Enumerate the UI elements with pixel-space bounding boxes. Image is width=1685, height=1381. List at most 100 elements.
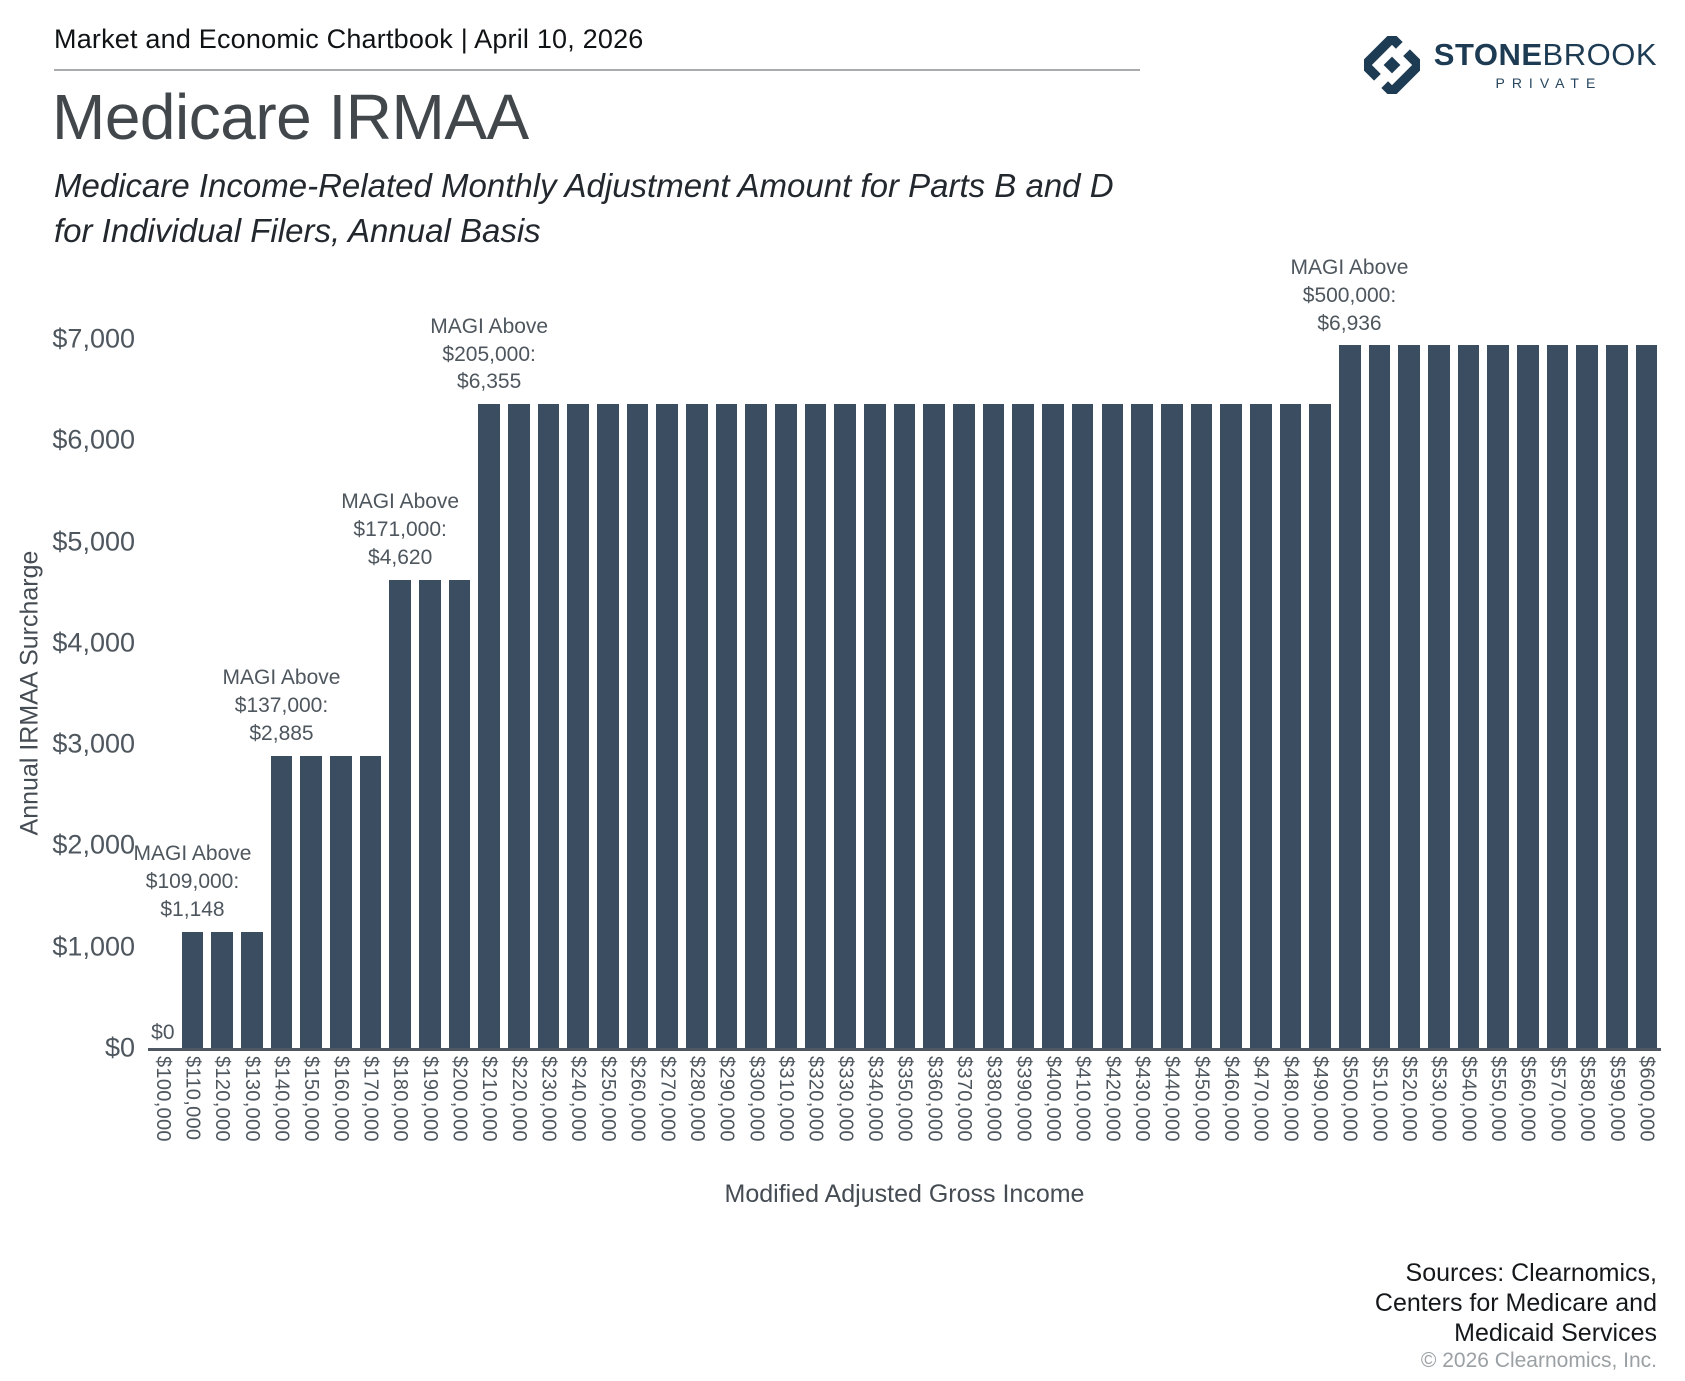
bar-annotation: MAGI Above $205,000: $6,355 (430, 314, 549, 394)
x-tick-label: $180,000 (389, 1056, 412, 1142)
x-tick-label: $310,000 (774, 1056, 797, 1142)
x-tick-slot: $480,000 (1276, 1056, 1306, 1142)
x-tick-slot: $540,000 (1454, 1056, 1484, 1142)
x-tick-slot: $510,000 (1365, 1056, 1395, 1142)
bar-slot (1335, 339, 1365, 1048)
bar (1309, 404, 1331, 1048)
bar-slot (623, 339, 653, 1048)
bar (1190, 404, 1213, 1048)
x-tick-label: $260,000 (626, 1056, 649, 1142)
bar-annotation: MAGI Above $171,000: $4,620 (341, 490, 460, 570)
x-tick-label: $200,000 (448, 1056, 471, 1142)
x-tick-slot: $110,000 (178, 1056, 208, 1142)
bar-slot (267, 339, 297, 1048)
bar-slot (1127, 339, 1157, 1048)
bar-slot (979, 339, 1009, 1048)
sources-text: Sources: Clearnomics, Centers for Medica… (1375, 1258, 1657, 1348)
bar-slot (356, 339, 386, 1048)
bar-annotation: MAGI Above $500,000: $6,936 (1290, 255, 1409, 335)
bar (1012, 404, 1035, 1048)
footer: Sources: Clearnomics, Centers for Medica… (1375, 1258, 1657, 1373)
x-tick-label: $340,000 (863, 1056, 886, 1142)
subtitle-line-1: Medicare Income-Related Monthly Adjustme… (54, 167, 1114, 204)
bar-slot (652, 339, 682, 1048)
x-tick-label: $150,000 (300, 1056, 323, 1142)
x-tick-slot: $360,000 (919, 1056, 949, 1142)
bars-row (148, 339, 1661, 1048)
bar-slot (148, 339, 178, 1048)
x-tick-label: $570,000 (1546, 1056, 1569, 1142)
bar-slot (1008, 339, 1038, 1048)
bar-slot (1602, 339, 1632, 1048)
x-tick-label: $540,000 (1457, 1056, 1480, 1142)
bar-slot (326, 339, 356, 1048)
bar-slot (1038, 339, 1068, 1048)
logo-brook: BROOK (1542, 37, 1657, 72)
x-tick-slot: $190,000 (415, 1056, 445, 1142)
bar (1042, 404, 1064, 1048)
x-tick-label: $460,000 (1220, 1056, 1243, 1142)
bar (508, 404, 530, 1048)
y-axis: $0 $1,000 $2,000 $3,000 $4,000 $5,000 $6,000 $7… (0, 324, 148, 1063)
bar-slot (830, 339, 860, 1048)
bar-slot (1365, 339, 1395, 1048)
x-tick-slot: $430,000 (1127, 1056, 1157, 1142)
x-tick-label: $400,000 (1041, 1056, 1064, 1142)
bar-slot (385, 339, 415, 1048)
x-tick-label: $360,000 (923, 1056, 946, 1142)
x-tick-label: $160,000 (329, 1056, 352, 1142)
bar (567, 404, 590, 1048)
x-tick-slot: $520,000 (1394, 1056, 1424, 1142)
bar (982, 404, 1005, 1048)
x-tick-label: $140,000 (270, 1056, 293, 1142)
bar (537, 404, 560, 1048)
x-tick-label: $210,000 (478, 1056, 501, 1142)
logo-stone: STONE (1433, 37, 1543, 72)
sources-line-3: Medicaid Services (1454, 1319, 1657, 1347)
bar-slot (949, 339, 979, 1048)
plot-area: $0 MAGI Above $109,000: $1,148 MAGI Above… (134, 256, 1661, 1051)
x-tick-slot: $530,000 (1424, 1056, 1454, 1142)
logo-name: STONEBROOK (1434, 39, 1657, 70)
x-tick-slot: $570,000 (1543, 1056, 1573, 1142)
x-tick-slot: $210,000 (474, 1056, 504, 1142)
x-tick-slot: $440,000 (1157, 1056, 1187, 1142)
bar-slot (296, 339, 326, 1048)
bar (1338, 345, 1361, 1048)
bar (419, 580, 441, 1048)
bar (597, 404, 619, 1048)
bar (1279, 404, 1302, 1048)
bar-slot (741, 339, 771, 1048)
x-tick-label: $450,000 (1190, 1056, 1213, 1142)
bar (834, 404, 857, 1048)
bar-slot (563, 339, 593, 1048)
bar (1635, 345, 1658, 1048)
bar (923, 404, 946, 1048)
x-tick-slot: $250,000 (593, 1056, 623, 1142)
x-tick-slot: $390,000 (1008, 1056, 1038, 1142)
x-tick-label: $500,000 (1338, 1056, 1361, 1142)
x-tick-label: $270,000 (656, 1056, 679, 1142)
x-tick-slot: $590,000 (1602, 1056, 1632, 1142)
x-tick-slot: $300,000 (741, 1056, 771, 1142)
bar-slot (1543, 339, 1573, 1048)
bar (1071, 404, 1094, 1048)
x-tick-slot: $580,000 (1572, 1056, 1602, 1142)
bar-annotation: MAGI Above $109,000: $1,148 (133, 841, 252, 921)
bar (359, 755, 382, 1048)
bar-slot (1276, 339, 1306, 1048)
bar-slot (1454, 339, 1484, 1048)
x-tick-slot: $380,000 (979, 1056, 1009, 1142)
bar (775, 404, 797, 1048)
bar (448, 580, 471, 1048)
bar (953, 404, 975, 1048)
y-tick-label: $6,000 (52, 424, 135, 455)
x-tick-label: $510,000 (1368, 1056, 1391, 1142)
x-tick-slot: $400,000 (1038, 1056, 1068, 1142)
x-tick-slot: $310,000 (771, 1056, 801, 1142)
stonebrook-diamond-icon (1363, 36, 1420, 94)
bar-slot (1394, 339, 1424, 1048)
subtitle-line-2: for Individual Filers, Annual Basis (54, 211, 541, 249)
x-tick-slot: $320,000 (801, 1056, 831, 1142)
